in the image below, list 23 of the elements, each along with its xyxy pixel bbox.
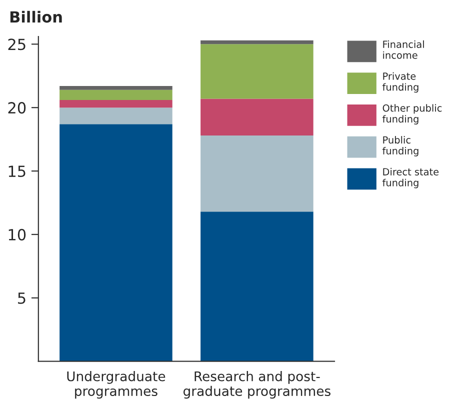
y-tick-label: 25: [8, 38, 26, 50]
y-tick-label: 5: [18, 292, 26, 304]
legend-label: Financial income: [383, 40, 424, 59]
bar: [60, 86, 172, 90]
legend-label: Direct state funding: [382, 168, 439, 188]
y-tick-label: 10: [8, 228, 26, 240]
legend-label: Other public funding: [382, 104, 442, 124]
bar: [200, 136, 314, 212]
x-tick-label: Undergraduate programmes: [67, 371, 166, 399]
bar: [60, 100, 172, 108]
y-tick-label: 15: [8, 166, 26, 178]
chart-title: Billion: [10, 10, 62, 23]
x-tick-label: Research and post- graduate programmes: [183, 371, 330, 399]
y-tick-label: 20: [8, 102, 26, 114]
bar: [200, 212, 314, 362]
bar: [60, 108, 172, 124]
bar: [200, 44, 314, 99]
bar: [60, 124, 172, 362]
bar: [60, 90, 172, 100]
bar: [200, 98, 314, 136]
legend-label: Private funding: [382, 72, 418, 93]
bar: [200, 40, 314, 44]
legend-label: Public funding: [382, 136, 418, 156]
